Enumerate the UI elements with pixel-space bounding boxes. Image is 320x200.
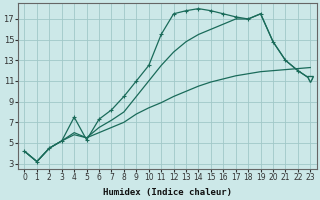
X-axis label: Humidex (Indice chaleur): Humidex (Indice chaleur) xyxy=(103,188,232,197)
